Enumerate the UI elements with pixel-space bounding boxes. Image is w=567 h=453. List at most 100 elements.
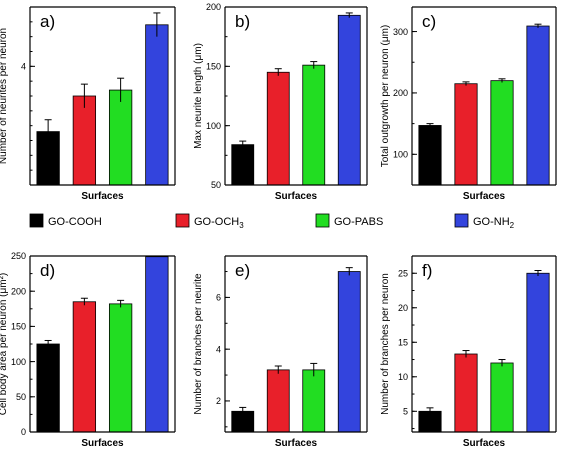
bar-1 (231, 144, 255, 186)
x-axis-title: Surfaces (275, 191, 318, 202)
bar-1 (418, 125, 442, 186)
y-tick-label: 200 (206, 2, 221, 12)
y-tick-label: 250 (11, 251, 26, 261)
x-axis-title: Surfaces (275, 438, 318, 449)
legend-label: GO-PABS (334, 216, 383, 228)
panel-label: e) (235, 261, 250, 280)
error-bar-4 (345, 267, 353, 276)
y-tick-label: 2 (216, 396, 221, 406)
bar-2 (454, 353, 478, 433)
error-bar-2 (80, 83, 88, 108)
y-tick-label: 200 (393, 88, 408, 98)
bar-4 (526, 25, 550, 186)
y-axis-title: Number of neurites per neuron (0, 28, 9, 164)
panel-label: d) (40, 261, 55, 280)
error-bar-2 (274, 365, 282, 374)
y-tick-label: 150 (11, 322, 26, 332)
bar-3 (108, 303, 133, 433)
legend-item-2: GO-OCH3 (175, 213, 244, 230)
error-bar-4 (345, 12, 353, 18)
panel-label: b) (235, 12, 250, 31)
bar-4 (145, 256, 169, 433)
chart-panel-4: 0 50 100 150 200 250 d) Surfaces Cell body area … (0, 251, 176, 449)
y-tick-label: 300 (393, 27, 408, 37)
panel-label: a) (40, 12, 55, 31)
bar-1 (36, 343, 60, 433)
legend-swatch (315, 213, 330, 228)
legend-swatch (175, 213, 190, 228)
y-tick-label: 20 (398, 303, 408, 313)
y-tick-label: 100 (11, 357, 26, 367)
error-bar-1 (426, 407, 434, 415)
chart-panel-1: 4 a) Surfaces Number of neurites per neuron (0, 6, 176, 202)
y-axis-title: Cell body area per neuron (μm²) (0, 273, 9, 416)
error-bar-1 (239, 140, 247, 149)
error-bar-3 (498, 78, 506, 83)
error-bar-2 (274, 68, 282, 76)
error-bar-4 (534, 269, 542, 277)
y-tick-label: 200 (11, 286, 26, 296)
legend-label: GO-OCH3 (194, 216, 244, 230)
y-tick-label: 10 (398, 372, 408, 382)
bar-3 (302, 369, 326, 433)
legend-label: GO-NH2 (473, 216, 515, 230)
bar-3 (490, 362, 514, 433)
error-bar-3 (310, 362, 318, 377)
legend-swatch (29, 213, 44, 228)
chart-panel-5: 2 4 6 e) Surfaces Number of branches per neur… (193, 255, 368, 449)
error-bar-3 (117, 299, 125, 308)
y-tick-label: 0 (21, 427, 26, 437)
panel-label: c) (422, 12, 436, 31)
bar-3 (490, 80, 514, 186)
bar-3 (302, 64, 326, 186)
x-axis-title: Surfaces (463, 191, 506, 202)
y-tick-label: 4 (216, 344, 221, 354)
x-axis-title: Surfaces (463, 438, 506, 449)
legend-label: GO-COOH (48, 216, 102, 228)
bar-3 (108, 89, 133, 186)
bar-2 (454, 83, 478, 186)
y-tick-label: 50 (211, 180, 221, 190)
error-bar-1 (239, 406, 247, 416)
chart-panel-6: 5 10 15 20 25 f) Surfaces Number of branches pe… (380, 255, 557, 449)
bar-4 (526, 272, 550, 433)
error-bar-4 (534, 23, 542, 28)
error-bar-2 (462, 350, 470, 358)
y-tick-label: 4 (21, 62, 26, 72)
bar-2 (72, 95, 97, 186)
bar-2 (72, 301, 97, 433)
x-axis-title: Surfaces (81, 438, 124, 449)
y-axis-title: Number of branches per neurite (193, 273, 204, 415)
error-bar-1 (426, 123, 434, 128)
legend-item-4: GO-NH2 (454, 213, 515, 230)
error-bar-1 (44, 119, 52, 144)
error-bar-1 (44, 339, 52, 348)
panel-label: f) (422, 261, 432, 280)
y-tick-label: 25 (398, 268, 408, 278)
y-axis-title: Total outgrowth per neuron (μm) (380, 25, 391, 168)
y-tick-label: 5 (403, 406, 408, 416)
y-axis-title: Number of branches per neuron (380, 273, 391, 415)
y-axis-title: Max neurite length (μm) (193, 43, 204, 149)
error-bar-4 (153, 12, 161, 37)
bar-2 (266, 369, 290, 433)
legend-item-1: GO-COOH (29, 213, 102, 228)
legend-swatch (454, 213, 469, 228)
error-bar-3 (310, 61, 318, 69)
bar-4 (337, 14, 361, 186)
y-tick-label: 100 (393, 150, 408, 160)
bar-4 (145, 24, 169, 186)
error-bar-3 (498, 359, 506, 367)
error-bar-3 (117, 77, 125, 102)
bar-2 (266, 71, 290, 186)
bar-4 (337, 271, 361, 433)
y-tick-label: 100 (206, 121, 221, 131)
chart-panel-3: 100 200 300 c) Surfaces Total outgrowth per n… (380, 6, 557, 202)
x-axis-title: Surfaces (81, 191, 124, 202)
y-tick-label: 15 (398, 337, 408, 347)
y-tick-label: 6 (216, 293, 221, 303)
y-tick-label: 150 (206, 62, 221, 72)
error-bar-2 (462, 81, 470, 86)
legend-item-3: GO-PABS (315, 213, 383, 228)
